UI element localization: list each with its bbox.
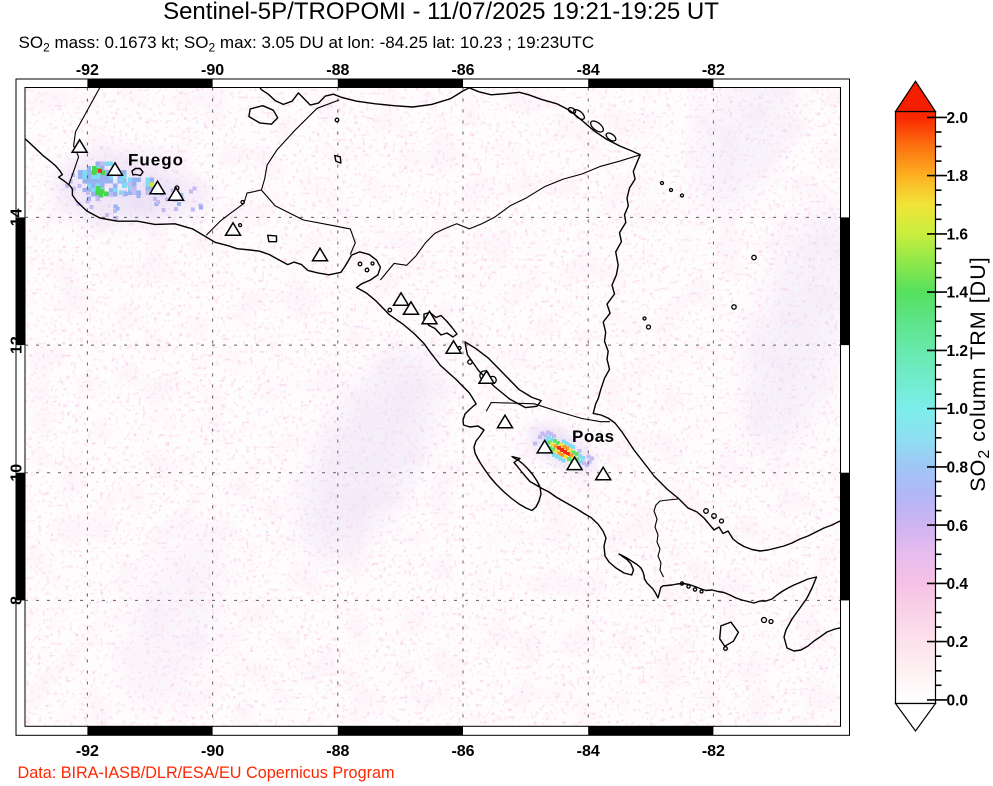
svg-text:10: 10 — [9, 464, 26, 482]
svg-text:-92: -92 — [76, 62, 99, 79]
svg-text:-88: -88 — [326, 743, 349, 760]
svg-text:0.8: 0.8 — [947, 460, 969, 477]
svg-text:0.4: 0.4 — [947, 576, 969, 593]
svg-text:14: 14 — [9, 208, 26, 226]
svg-text:1.6: 1.6 — [947, 227, 969, 244]
svg-text:Poas: Poas — [572, 427, 615, 446]
svg-text:Sentinel-5P/TROPOMI - 11/07/20: Sentinel-5P/TROPOMI - 11/07/2025 19:21-1… — [163, 0, 719, 25]
svg-text:Data: BIRA-IASB/DLR/ESA/EU Cop: Data: BIRA-IASB/DLR/ESA/EU Copernicus Pr… — [18, 764, 395, 782]
svg-text:1.2: 1.2 — [947, 343, 969, 360]
svg-text:-82: -82 — [702, 743, 725, 760]
svg-text:1.0: 1.0 — [947, 401, 969, 418]
svg-text:0.6: 0.6 — [947, 518, 969, 535]
svg-text:-86: -86 — [451, 62, 474, 79]
svg-text:-84: -84 — [577, 62, 600, 79]
svg-text:0.2: 0.2 — [947, 634, 969, 651]
svg-text:1.4: 1.4 — [947, 285, 969, 302]
svg-text:-82: -82 — [702, 62, 725, 79]
svg-text:-84: -84 — [577, 743, 600, 760]
svg-text:Fuego: Fuego — [128, 151, 184, 170]
svg-text:-88: -88 — [326, 62, 349, 79]
svg-text:-86: -86 — [451, 743, 474, 760]
svg-text:12: 12 — [9, 336, 26, 354]
svg-text:0.0: 0.0 — [947, 693, 969, 710]
svg-text:SO2 mass: 0.1673 kt; SO2 max:: SO2 mass: 0.1673 kt; SO2 max: 3.05 DU at… — [19, 33, 595, 55]
svg-text:-90: -90 — [201, 743, 224, 760]
svg-text:2.0: 2.0 — [947, 110, 969, 127]
svg-text:1.8: 1.8 — [947, 168, 969, 185]
svg-text:-92: -92 — [76, 743, 99, 760]
svg-text:-90: -90 — [201, 62, 224, 79]
svg-text:8: 8 — [9, 596, 26, 605]
